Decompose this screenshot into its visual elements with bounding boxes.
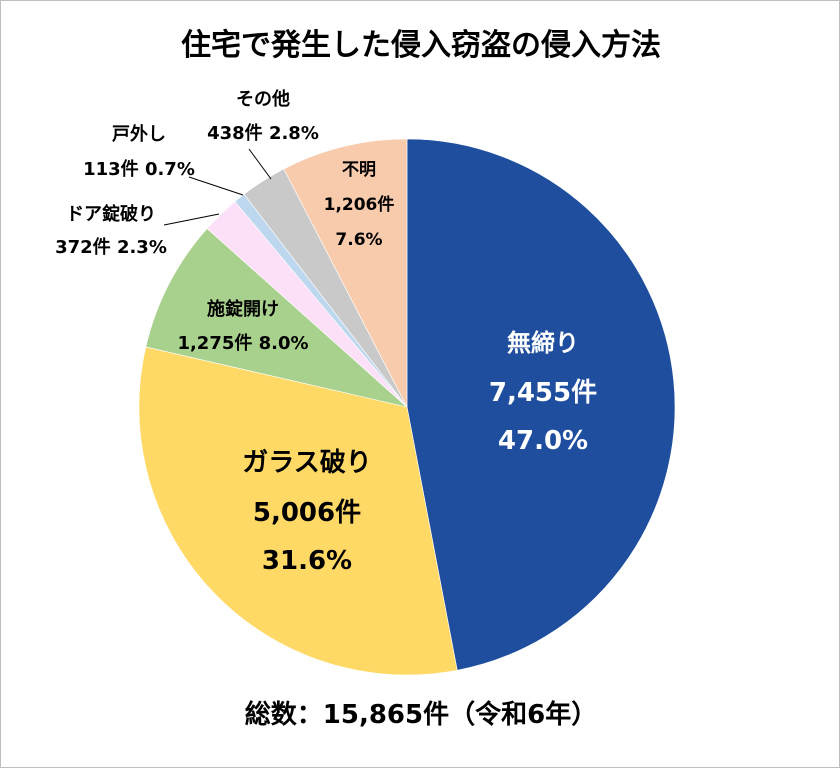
data-label-other: その他 xyxy=(236,88,290,110)
data-label-door: 372件 2.3% xyxy=(55,236,167,258)
data-label-mujime: 7,455件 xyxy=(489,378,597,408)
data-label-mujime: 無締り xyxy=(507,329,579,357)
pie-slice-sejo xyxy=(145,228,408,408)
data-label-sejo: 施錠開け xyxy=(207,298,279,320)
leader-line-door xyxy=(163,213,220,226)
data-label-fumei: 7.6% xyxy=(335,230,382,250)
data-label-fumei: 不明 xyxy=(342,160,376,180)
pie-slice-fumei xyxy=(283,138,408,408)
data-label-other: 438件 2.8% xyxy=(207,122,319,144)
data-label-toso: 113件 0.7% xyxy=(83,158,195,180)
pie-slice-mujime xyxy=(406,138,676,671)
data-label-sejo: 1,275件 8.0% xyxy=(177,332,308,354)
data-label-fumei: 1,206件 xyxy=(324,194,395,215)
data-label-glass: 5,006件 xyxy=(253,498,361,528)
data-label-mujime: 47.0% xyxy=(498,426,588,456)
leader-line-toso xyxy=(188,176,244,196)
data-label-door: ドア錠破り xyxy=(66,203,156,225)
chart-footer: 総数：15,865件（令和6年） xyxy=(245,699,597,730)
leader-line-other xyxy=(248,148,272,180)
chart-title: 住宅で発生した侵入窃盗の侵入方法 xyxy=(181,28,661,63)
data-label-glass: 31.6% xyxy=(262,546,352,576)
pie-slice-glass xyxy=(138,346,458,676)
data-label-glass: ガラス破り xyxy=(242,448,371,478)
data-label-toso: 戸外し xyxy=(112,123,166,145)
